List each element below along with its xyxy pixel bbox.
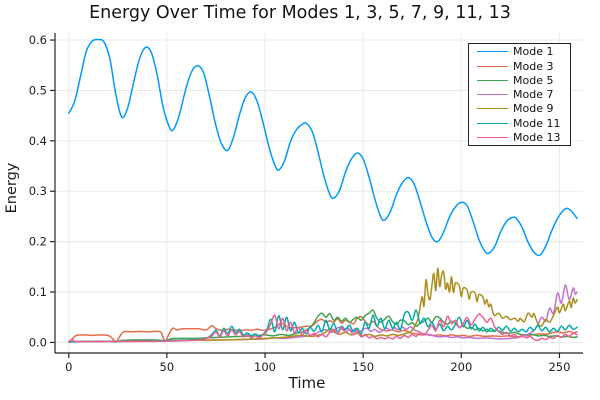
y-axis-label: Energy xyxy=(4,162,20,214)
legend-entry-mode-7: Mode 7 xyxy=(477,88,570,101)
y-tick-label: 0.2 xyxy=(29,235,47,249)
x-tick-label: 0 xyxy=(65,360,72,374)
y-tick-label: 0.6 xyxy=(29,33,47,47)
legend-box: Mode 1 Mode 3 Mode 5 Mode 7 Mode 9 Mode 11 Mod… xyxy=(468,43,571,146)
legend-entry-mode-11: Mode 11 xyxy=(477,117,570,130)
series-line-mode-11 xyxy=(67,309,578,343)
legend-line-sample xyxy=(477,136,508,138)
legend-line-sample xyxy=(477,94,508,95)
legend-line-sample xyxy=(477,108,508,110)
series-line-mode-1 xyxy=(67,38,578,257)
x-tick-label: 100 xyxy=(254,360,276,374)
legend-entry-mode-3: Mode 3 xyxy=(477,60,570,73)
y-tick-label: 0.4 xyxy=(29,134,47,148)
x-tick-label: 150 xyxy=(352,360,374,374)
legend-line-sample xyxy=(477,122,508,124)
x-tick-label: 50 xyxy=(160,360,175,374)
legend-entry-mode-1: Mode 1 xyxy=(477,45,570,58)
x-tick-label: 200 xyxy=(450,360,472,374)
legend-label: Mode 7 xyxy=(513,88,554,101)
y-tick-label: 0.0 xyxy=(29,335,47,349)
legend-label: Mode 11 xyxy=(513,116,561,130)
legend-label: Mode 13 xyxy=(513,130,561,144)
y-tick-label: 0.1 xyxy=(29,285,47,299)
legend-label: Mode 9 xyxy=(513,102,554,116)
legend-label: Mode 3 xyxy=(513,59,554,73)
legend-entry-mode-13: Mode 13 xyxy=(477,131,570,144)
legend-label: Mode 5 xyxy=(513,73,554,87)
x-axis-label: Time xyxy=(288,374,326,392)
series-line-mode-13 xyxy=(67,313,578,343)
series-line-mode-3 xyxy=(67,315,578,343)
y-tick-label: 0.5 xyxy=(29,83,47,97)
legend-entry-mode-9: Mode 9 xyxy=(477,102,570,115)
legend-entry-mode-5: Mode 5 xyxy=(477,74,570,87)
chart-title: Energy Over Time for Modes 1, 3, 5, 7, 9… xyxy=(89,3,511,23)
legend-line-sample xyxy=(477,51,508,53)
legend-line-sample xyxy=(477,79,508,81)
legend-label: Mode 1 xyxy=(513,45,554,59)
legend-line-sample xyxy=(477,65,508,67)
y-tick-label: 0.3 xyxy=(29,184,47,198)
x-tick-label: 250 xyxy=(548,360,570,374)
series-line-mode-9 xyxy=(67,267,578,343)
